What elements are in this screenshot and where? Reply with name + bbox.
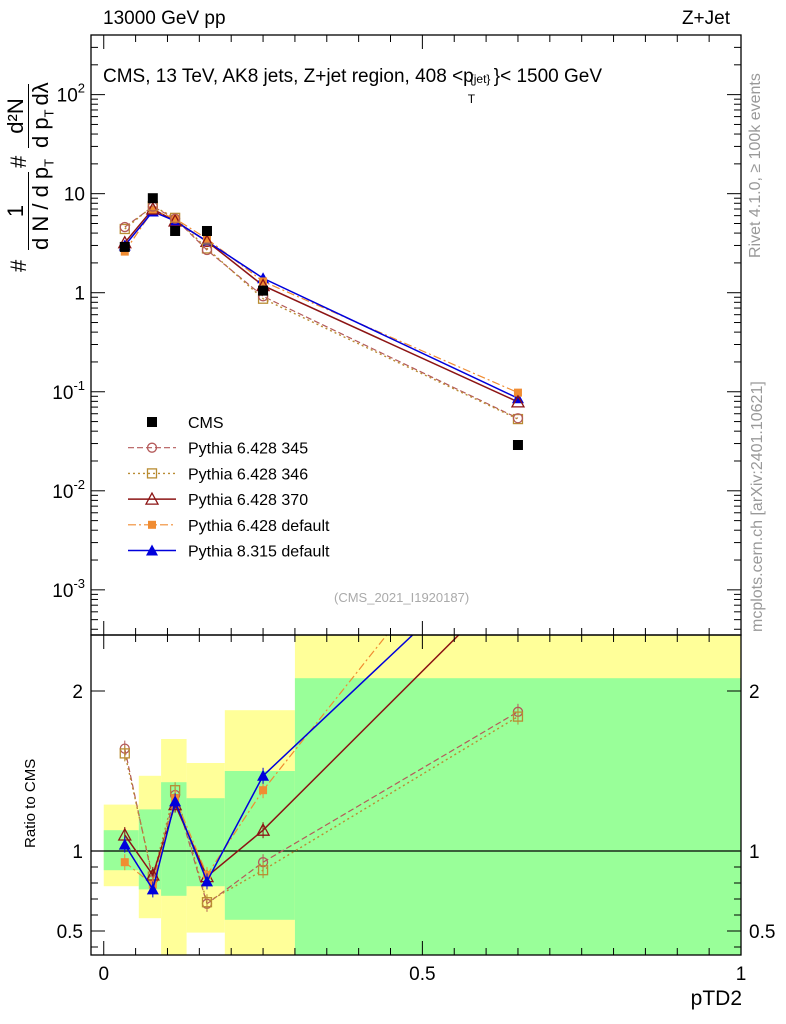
ylabel-t-1: T xyxy=(41,158,57,167)
ratio-point-py370-4 xyxy=(255,822,271,836)
axes-frames xyxy=(90,34,742,956)
main-point-py345-3 xyxy=(201,244,213,256)
ratio-point-py346-5 xyxy=(512,711,524,722)
legend-marker-py345 xyxy=(146,442,158,453)
main-point-cms-3 xyxy=(201,225,212,236)
main-point-py345-5 xyxy=(512,413,524,424)
ratio-point-py346-3 xyxy=(201,897,213,908)
ratio-point-py8-3 xyxy=(200,875,213,887)
main-ylabel: # 1 d N / d pT # d²N d pTdλ xyxy=(3,32,82,272)
ratio-point-py346-4 xyxy=(257,865,269,876)
rivet-label: Rivet 4.1.0, ≥ 100k events xyxy=(747,73,764,258)
legend-label-py345: Pythia 6.428 345 xyxy=(188,441,308,458)
ratio-ylabel: Ratio to CMS xyxy=(22,758,39,848)
ratio-point-py_default-0 xyxy=(120,858,129,867)
ratio-xtick-label-0: 0 xyxy=(98,964,109,985)
ratio-frame xyxy=(90,634,742,956)
ylabel-dn: d N / d p xyxy=(28,166,53,250)
main-point-py345-2 xyxy=(169,213,181,224)
main-point-cms-1 xyxy=(147,193,158,204)
legend-marker-py370 xyxy=(144,491,160,505)
header-left: 13000 GeV pp xyxy=(103,8,226,29)
ratio-xtick-label-2: 1 xyxy=(736,964,747,985)
ratio-curves xyxy=(117,466,524,912)
x-axis-label: pTD2 xyxy=(690,987,742,1010)
main-point-py_default-4 xyxy=(259,277,268,286)
ratio-line-py346 xyxy=(124,716,519,904)
ratio-point-py_default-5 xyxy=(514,466,522,474)
ratio-ytick-label-right-2: 2 xyxy=(749,682,760,703)
ratio-point-py346-0 xyxy=(119,748,130,759)
ratio-point-py8-4 xyxy=(257,769,270,781)
main-point-cms-4 xyxy=(258,285,269,296)
ylabel-dp: d p xyxy=(28,117,53,148)
header-right: Z+Jet xyxy=(681,8,730,29)
main-point-cms-0 xyxy=(119,241,130,252)
main-point-cms-2 xyxy=(170,225,181,236)
ylabel-hash-1: # xyxy=(6,259,31,272)
main-ytick-label-2: 10-1 xyxy=(52,378,85,404)
main-ytick-label-1: 10-2 xyxy=(52,477,85,503)
chart-title-post: }< 1500 GeV xyxy=(493,66,603,87)
legend-label-cms: CMS xyxy=(188,415,224,432)
main-ytick-label-3: 1 xyxy=(74,284,85,305)
chart-title-pre: CMS, 13 TeV, AK8 jets, Z+jet region, 408… xyxy=(103,66,474,87)
main-point-py_default-3 xyxy=(202,234,211,243)
legend-marker-cms xyxy=(147,417,157,427)
chart-title-sup: {jet} xyxy=(469,72,491,86)
legend-label-py370: Pythia 6.428 370 xyxy=(188,492,308,509)
chart-title-sub: T xyxy=(467,92,476,106)
mcplots-label: mcplots.cern.ch [arXiv:2401.10621] xyxy=(749,381,766,632)
ylabel-t-2: T xyxy=(41,109,57,118)
ratio-point-py_default-4 xyxy=(259,786,268,795)
main-ytick-label-0: 10-3 xyxy=(52,576,85,602)
ratio-xtick-label-1: 0.5 xyxy=(409,964,435,985)
legend-label-py8: Pythia 8.315 default xyxy=(188,544,330,561)
main-point-py370-3 xyxy=(199,234,215,248)
legend-marker-py_default xyxy=(148,520,156,529)
main-point-py370-1 xyxy=(145,201,160,215)
ratio-ytick-label-right-0: 0.5 xyxy=(749,922,775,943)
ylabel-one: 1 xyxy=(3,172,29,250)
main-curves xyxy=(117,193,526,451)
main-point-cms-5 xyxy=(512,440,523,451)
ratio-point-py8-5 xyxy=(512,530,524,541)
ratio-point-py8-2 xyxy=(169,795,182,807)
ratio-point-py370-5 xyxy=(512,570,524,581)
watermark: (CMS_2021_I1920187) xyxy=(334,590,470,605)
main-line-py8 xyxy=(124,210,519,399)
band-green-4 xyxy=(224,771,295,920)
ratio-line-py_default xyxy=(124,635,388,886)
main-line-py_default xyxy=(124,209,519,394)
ylabel-dl: dλ xyxy=(28,82,53,106)
ratio-ytick-label-left-0: 0.5 xyxy=(57,922,83,943)
ratio-ytick-label-left-2: 2 xyxy=(72,682,83,703)
chart-title: CMS, 13 TeV, AK8 jets, Z+jet region, 408… xyxy=(103,66,603,106)
ylabel-hash-2: # xyxy=(6,155,31,168)
ratio-uncertainty-bands xyxy=(103,635,741,955)
main-point-py_default-5 xyxy=(513,388,522,397)
main-ytick-label-4: 10 xyxy=(64,185,85,206)
main-ytick-label-5: 102 xyxy=(57,81,85,107)
legend-marker-py8 xyxy=(146,544,158,556)
legend-label-py_default: Pythia 6.428 default xyxy=(188,518,330,535)
ratio-line-py8 xyxy=(124,635,414,892)
ratio-ytick-label-left-1: 1 xyxy=(72,842,83,863)
legend-label-py346: Pythia 6.428 346 xyxy=(188,466,308,483)
ylabel-d2n: d²N xyxy=(3,84,29,148)
ratio-line-py345 xyxy=(124,711,519,905)
legend: CMS Pythia 6.428 345 Pythia 6.428 346 Pythi… xyxy=(128,415,330,561)
main-point-py345-0 xyxy=(119,221,130,233)
ratio-ytick-label-right-1: 1 xyxy=(749,842,760,863)
main-point-py370-2 xyxy=(168,213,183,227)
main-point-py370-5 xyxy=(510,394,526,408)
ratio-point-py8-0 xyxy=(118,838,131,850)
main-point-py_default-2 xyxy=(171,214,180,223)
legend-marker-py346 xyxy=(146,468,158,479)
ratio-point-py8-1 xyxy=(146,883,159,895)
